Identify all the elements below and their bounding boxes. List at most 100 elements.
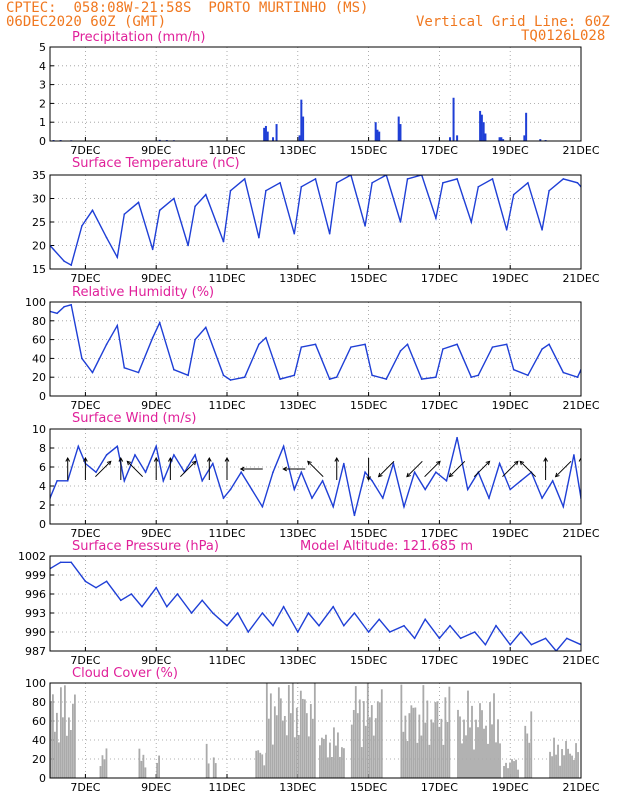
- data-point: [190, 612, 193, 614]
- wind-arrow-head: [406, 472, 411, 478]
- wind-arrow-head: [519, 460, 525, 466]
- data-point: [505, 343, 508, 346]
- x-tick-label: 15DEC: [350, 781, 387, 794]
- wind-arrow-head: [106, 460, 112, 466]
- cloud-bar: [333, 727, 335, 778]
- precip-bar: [399, 124, 402, 141]
- data-point: [424, 618, 427, 621]
- cloud-bar: [138, 748, 141, 778]
- x-tick-label: 7DEC: [70, 144, 100, 157]
- data-point: [367, 631, 370, 633]
- cloud-bar: [54, 731, 56, 778]
- precip-bar: [523, 135, 526, 141]
- cloud-bar: [436, 701, 439, 778]
- data-point: [261, 505, 264, 508]
- panel-4: 0 2 4 6 8 10 7DEC 9DEC 11DEC 13DEC 15DEC 17DEC 19DEC…: [32, 411, 600, 540]
- cloud-bar: [50, 701, 52, 778]
- wind-arrow: [126, 460, 144, 478]
- precip-bar: [275, 124, 278, 141]
- data-point: [229, 189, 232, 192]
- wind-arrow: [65, 456, 71, 480]
- precip-bar: [482, 122, 485, 141]
- cloud-bar: [469, 727, 471, 778]
- data-point: [466, 488, 469, 491]
- data-point: [105, 454, 108, 456]
- x-tick-label: 19DEC: [492, 144, 529, 157]
- x-tick-label: 15DEC: [350, 654, 387, 667]
- cloud-bar: [487, 743, 489, 778]
- x-tick-label: 9DEC: [141, 399, 171, 412]
- wind-arrow: [224, 456, 230, 480]
- cloud-bar: [309, 704, 312, 778]
- data-point: [488, 497, 490, 499]
- x-tick-label: 15DEC: [350, 144, 387, 157]
- data-point: [406, 178, 409, 180]
- x-tick-label: 7DEC: [70, 781, 100, 794]
- data-point: [240, 471, 242, 473]
- data-point: [120, 599, 122, 602]
- x-tick-label: 21DEC: [562, 781, 599, 794]
- data-point: [403, 624, 405, 627]
- data-point: [424, 488, 427, 491]
- cloud-bar: [517, 769, 519, 778]
- data-point: [389, 631, 391, 633]
- cloud-bar: [277, 687, 280, 778]
- wind-arrow: [83, 456, 88, 480]
- cloud-bar: [301, 698, 304, 778]
- cloud-bar: [438, 726, 441, 778]
- wind-arrow-head: [206, 456, 212, 462]
- data-point: [279, 182, 281, 184]
- panel-subtitle: Model Altitude: 121.685 m: [300, 539, 473, 554]
- cloud-bar: [56, 712, 58, 778]
- cloud-bar: [64, 685, 66, 778]
- x-tick-label: 13DEC: [279, 272, 316, 285]
- panel-title: Relative Humidity (%): [72, 285, 214, 300]
- panel-title: Surface Wind (m/s): [72, 411, 196, 426]
- x-tick-label: 19DEC: [492, 781, 529, 794]
- data-point: [456, 436, 458, 439]
- data-point: [544, 637, 547, 640]
- y-tick-label: 10: [32, 423, 46, 436]
- x-tick-label: 17DEC: [421, 272, 458, 285]
- data-point: [406, 343, 409, 346]
- data-point: [56, 312, 58, 315]
- cloud-bar: [291, 683, 294, 778]
- cloud-bar: [335, 745, 337, 778]
- cloud-bar: [465, 735, 467, 778]
- data-point: [364, 471, 366, 473]
- panel-title: Cloud Cover (%): [72, 666, 178, 681]
- cloud-bar: [343, 748, 345, 778]
- cloud-bar: [553, 737, 555, 778]
- data-point: [456, 178, 458, 180]
- data-point: [470, 376, 473, 379]
- data-point: [385, 378, 388, 380]
- cloud-bar: [329, 742, 331, 778]
- data-point: [116, 324, 119, 327]
- data-point: [562, 505, 565, 508]
- panel-frame: [49, 428, 582, 525]
- x-tick-label: 21DEC: [562, 399, 599, 412]
- cloud-bar: [337, 732, 339, 778]
- series-line: [50, 437, 581, 516]
- header-grid-note: Vertical Grid Line: 60Z: [416, 14, 610, 30]
- cloud-bar: [305, 713, 308, 778]
- x-tick-label: 15DEC: [350, 272, 387, 285]
- cloud-bar: [406, 741, 409, 778]
- cloud-bar: [400, 684, 403, 778]
- cloud-bar: [269, 693, 272, 778]
- data-point: [81, 225, 83, 227]
- data-point: [293, 488, 296, 491]
- data-point: [173, 197, 175, 200]
- data-point: [212, 612, 214, 614]
- wind-arrow-head: [366, 476, 371, 482]
- cloud-bar: [549, 751, 551, 778]
- cloud-bar: [352, 709, 355, 778]
- cloud-bar: [356, 713, 359, 778]
- cloud-bar: [524, 725, 527, 778]
- cloud-bar: [575, 743, 577, 778]
- y-tick-label: 1: [39, 116, 46, 129]
- x-tick-label: 17DEC: [421, 144, 458, 157]
- precip-bar: [300, 99, 303, 141]
- panel-3: 0 20 40 60 80 100 7DEC 9DEC 11DEC 13DEC 15DEC 17DEC…: [25, 285, 600, 412]
- data-point: [551, 480, 554, 482]
